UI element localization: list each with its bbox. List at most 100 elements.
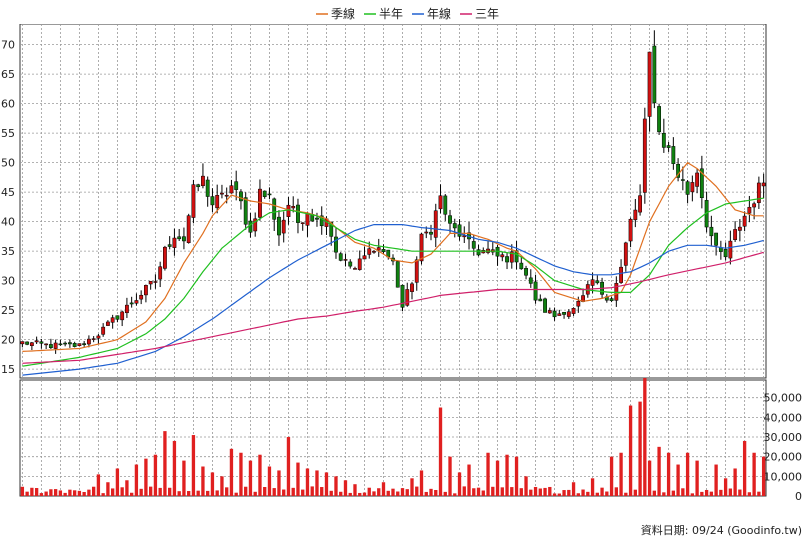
volume-bar	[58, 490, 63, 496]
candle-body	[58, 343, 63, 346]
volume-bar	[182, 460, 186, 496]
volume-y-tick-label: 20,000	[764, 451, 803, 464]
candle-body	[448, 215, 452, 224]
candle-body	[315, 217, 319, 220]
candle-body	[129, 302, 134, 305]
volume-bar	[514, 456, 519, 496]
volume-bar	[39, 493, 44, 496]
ma-line-2	[22, 224, 764, 376]
candle-body	[262, 190, 267, 197]
volume-bar	[258, 454, 262, 496]
candle-body	[329, 221, 334, 237]
volume-bar	[415, 486, 419, 496]
candle-body	[733, 229, 738, 241]
volume-bar	[695, 460, 699, 496]
volume-bar	[453, 493, 457, 496]
price-y-tick-label: 55	[1, 127, 15, 140]
volume-bar	[424, 491, 428, 496]
price-chart: 15 20 25 30 35 40 45 50 55 60 65 70	[1, 24, 767, 379]
volume-bar	[519, 488, 523, 496]
candle-body	[334, 236, 338, 253]
volume-bar	[248, 460, 253, 496]
volume-bar	[168, 487, 172, 496]
candle-body	[429, 231, 433, 235]
candle-body	[623, 242, 628, 266]
volume-bar	[505, 454, 509, 496]
candle-body	[519, 262, 524, 270]
volume-bar	[115, 468, 120, 496]
volume-bar	[714, 464, 718, 496]
volume-bar	[690, 493, 695, 496]
candle-body	[134, 300, 139, 304]
volume-bar	[628, 405, 633, 496]
volume-bar	[339, 491, 343, 496]
candle-body	[63, 342, 68, 345]
volume-bar	[538, 488, 542, 496]
volume-bar	[590, 478, 595, 496]
volume-bar	[472, 488, 476, 496]
volume-bar	[291, 487, 295, 496]
candle-body	[291, 206, 296, 209]
candle-body	[376, 247, 381, 251]
volume-bar	[91, 486, 96, 496]
candle-body	[277, 216, 281, 236]
candle-body	[723, 249, 728, 258]
candle-body	[272, 198, 277, 220]
candle-body	[685, 181, 690, 195]
volume-bar	[738, 489, 742, 496]
volume-bar	[586, 491, 590, 496]
candle-body	[476, 249, 481, 256]
candle-body	[120, 311, 125, 321]
legend-label: 三年	[475, 7, 499, 21]
candle-body	[353, 268, 357, 270]
legend-label: 年線	[427, 6, 451, 21]
price-y-tick-label: 25	[1, 304, 15, 317]
volume-bar	[643, 378, 647, 496]
candle-body	[595, 280, 600, 284]
candle-body	[167, 244, 172, 247]
volume-bar	[571, 482, 576, 496]
volume-bar	[320, 487, 324, 496]
volume-bar	[172, 440, 177, 496]
candle-body	[609, 298, 614, 301]
candle-body	[500, 254, 505, 258]
volume-bar	[761, 456, 766, 496]
volume-bar	[239, 452, 243, 496]
volume-bar	[728, 488, 733, 496]
price-y-tick-label: 70	[1, 39, 15, 52]
candle-body	[528, 277, 533, 284]
candle-body	[48, 344, 53, 349]
candle-body	[400, 284, 405, 308]
candle-body	[248, 220, 253, 233]
candle-body	[153, 281, 158, 283]
candle-body	[571, 308, 576, 314]
volume-bar	[700, 491, 704, 496]
candle-body	[105, 321, 110, 326]
volume-bar	[301, 489, 305, 496]
price-y-tick-label: 30	[1, 275, 15, 288]
price-y-tick-label: 60	[1, 98, 15, 111]
candle-body	[229, 185, 234, 194]
volume-bar	[358, 492, 362, 496]
candle-body	[367, 248, 372, 255]
volume-bar	[206, 490, 210, 496]
volume-bar	[129, 492, 134, 496]
candle-body	[338, 253, 343, 261]
volume-bar	[163, 431, 167, 496]
candle-body	[633, 209, 638, 221]
volume-bar	[533, 486, 538, 496]
price-y-tick-label: 35	[1, 245, 15, 258]
candle-body	[547, 310, 552, 314]
candle-body	[395, 261, 400, 288]
volume-bar	[704, 489, 709, 496]
volume-bar	[20, 486, 25, 496]
candle-body	[657, 106, 662, 133]
candle-body	[196, 184, 201, 188]
candle-body	[752, 203, 757, 208]
candle-body	[562, 311, 566, 315]
candle-body	[661, 133, 666, 148]
candle-body	[452, 223, 457, 229]
volume-bar	[153, 454, 158, 496]
candle-body	[761, 182, 766, 187]
volume-bar	[400, 488, 405, 496]
